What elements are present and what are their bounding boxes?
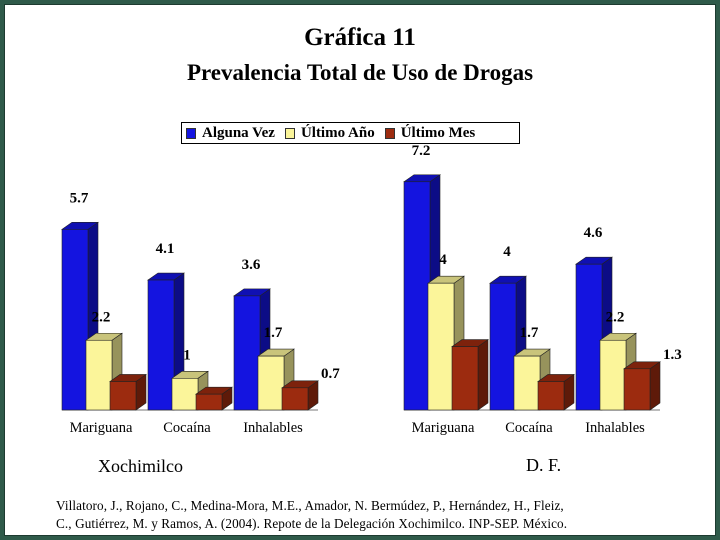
bar-xochimilco-inhalables-alguna-vez bbox=[233, 295, 261, 411]
source-line-2: C., Gutiérrez, M. y Ramos, A. (2004). Re… bbox=[56, 516, 568, 531]
data-label-xochimilco-inhalables-ultimo-ano: 1.7 bbox=[264, 325, 283, 341]
bar-d-f-inhalables-alguna-vez bbox=[575, 263, 603, 411]
category-label-d-f-inhalables: Inhalables bbox=[585, 420, 645, 436]
bar-d-f-cocaina-alguna-vez bbox=[489, 282, 517, 411]
data-label-xochimilco-mariguana-alguna-vez: 5.7 bbox=[70, 190, 89, 206]
category-label-d-f-mariguana: Mariguana bbox=[412, 420, 475, 436]
chart-legend: Alguna Vez Último Año Último Mes bbox=[181, 122, 520, 144]
bar-xochimilco-mariguana-alguna-vez bbox=[61, 229, 89, 411]
bar-d-f-cocaina-ultimo-ano bbox=[513, 355, 541, 411]
group-caption-xochimilco: Xochimilco bbox=[98, 456, 183, 476]
data-label-d-f-cocaina-ultimo-ano: 1.7 bbox=[520, 325, 539, 341]
bar-xochimilco-inhalables-ultimo-mes bbox=[281, 387, 309, 411]
bar-xochimilco-cocaina-ultimo-mes bbox=[195, 393, 223, 411]
bar-xochimilco-inhalables-ultimo-ano bbox=[257, 355, 285, 411]
chart-title: Gráfica 11 bbox=[304, 24, 416, 51]
data-label-xochimilco-mariguana-ultimo-ano: 2.2 bbox=[92, 309, 111, 325]
bar-d-f-mariguana-alguna-vez bbox=[403, 181, 431, 411]
data-label-d-f-mariguana-alguna-vez: 7.2 bbox=[412, 143, 431, 159]
source-line-1: Villatoro, J., Rojano, C., Medina-Mora, … bbox=[56, 498, 564, 513]
data-label-xochimilco-cocaina-ultimo-ano: 1 bbox=[183, 347, 191, 363]
data-label-d-f-inhalables-alguna-vez: 4.6 bbox=[584, 225, 603, 241]
bar-xochimilco-cocaina-alguna-vez bbox=[147, 279, 175, 411]
data-label-d-f-inhalables-ultimo-mes: 1.3 bbox=[663, 347, 682, 363]
data-label-xochimilco-cocaina-alguna-vez: 4.1 bbox=[156, 241, 175, 257]
group-caption-df: D. F. bbox=[526, 455, 562, 475]
category-label-xochimilco-cocaina: Cocaína bbox=[163, 420, 211, 436]
bar-d-f-mariguana-ultimo-ano bbox=[427, 282, 455, 411]
bar-d-f-mariguana-ultimo-mes bbox=[451, 346, 479, 411]
bar-d-f-inhalables-ultimo-mes-side bbox=[649, 361, 661, 411]
bar-d-f-inhalables-ultimo-ano bbox=[599, 339, 627, 411]
data-label-d-f-inhalables-ultimo-ano: 2.2 bbox=[606, 309, 625, 325]
bar-d-f-cocaina-ultimo-mes bbox=[537, 381, 565, 411]
source-citation: Villatoro, J., Rojano, C., Medina-Mora, … bbox=[56, 497, 676, 533]
legend-item-ultimo-ano: Último Año bbox=[284, 124, 375, 142]
chart-subtitle: Prevalencia Total de Uso de Drogas bbox=[186, 60, 534, 85]
legend-item-ultimo-mes: Último Mes bbox=[384, 124, 476, 142]
legend-swatch-ultimo-ano bbox=[284, 127, 295, 139]
bar-xochimilco-cocaina-ultimo-ano bbox=[171, 377, 199, 411]
bar-xochimilco-mariguana-ultimo-mes bbox=[109, 381, 137, 411]
category-label-xochimilco-mariguana: Mariguana bbox=[70, 420, 133, 436]
legend-swatch-alguna-vez bbox=[186, 127, 196, 139]
data-label-d-f-mariguana-ultimo-ano: 4 bbox=[439, 252, 447, 268]
legend-label-ultimo-ano: Último Año bbox=[300, 124, 375, 141]
data-label-xochimilco-inhalables-alguna-vez: 3.6 bbox=[242, 257, 261, 273]
bar-xochimilco-mariguana-ultimo-ano bbox=[85, 339, 113, 411]
legend-item-alguna-vez: Alguna Vez bbox=[186, 125, 275, 142]
legend-swatch-ultimo-mes bbox=[384, 127, 395, 139]
category-label-d-f-cocaina: Cocaína bbox=[505, 420, 553, 436]
category-label-xochimilco-inhalables: Inhalables bbox=[243, 420, 303, 436]
data-label-d-f-cocaina-alguna-vez: 4 bbox=[503, 244, 511, 260]
bar-d-f-inhalables-ultimo-mes bbox=[623, 368, 651, 411]
legend-label-alguna-vez: Alguna Vez bbox=[202, 124, 275, 141]
bar-d-f-mariguana-ultimo-mes-side bbox=[477, 339, 489, 411]
data-label-xochimilco-inhalables-ultimo-mes: 0.7 bbox=[321, 366, 340, 382]
legend-label-ultimo-mes: Último Mes bbox=[400, 124, 476, 141]
